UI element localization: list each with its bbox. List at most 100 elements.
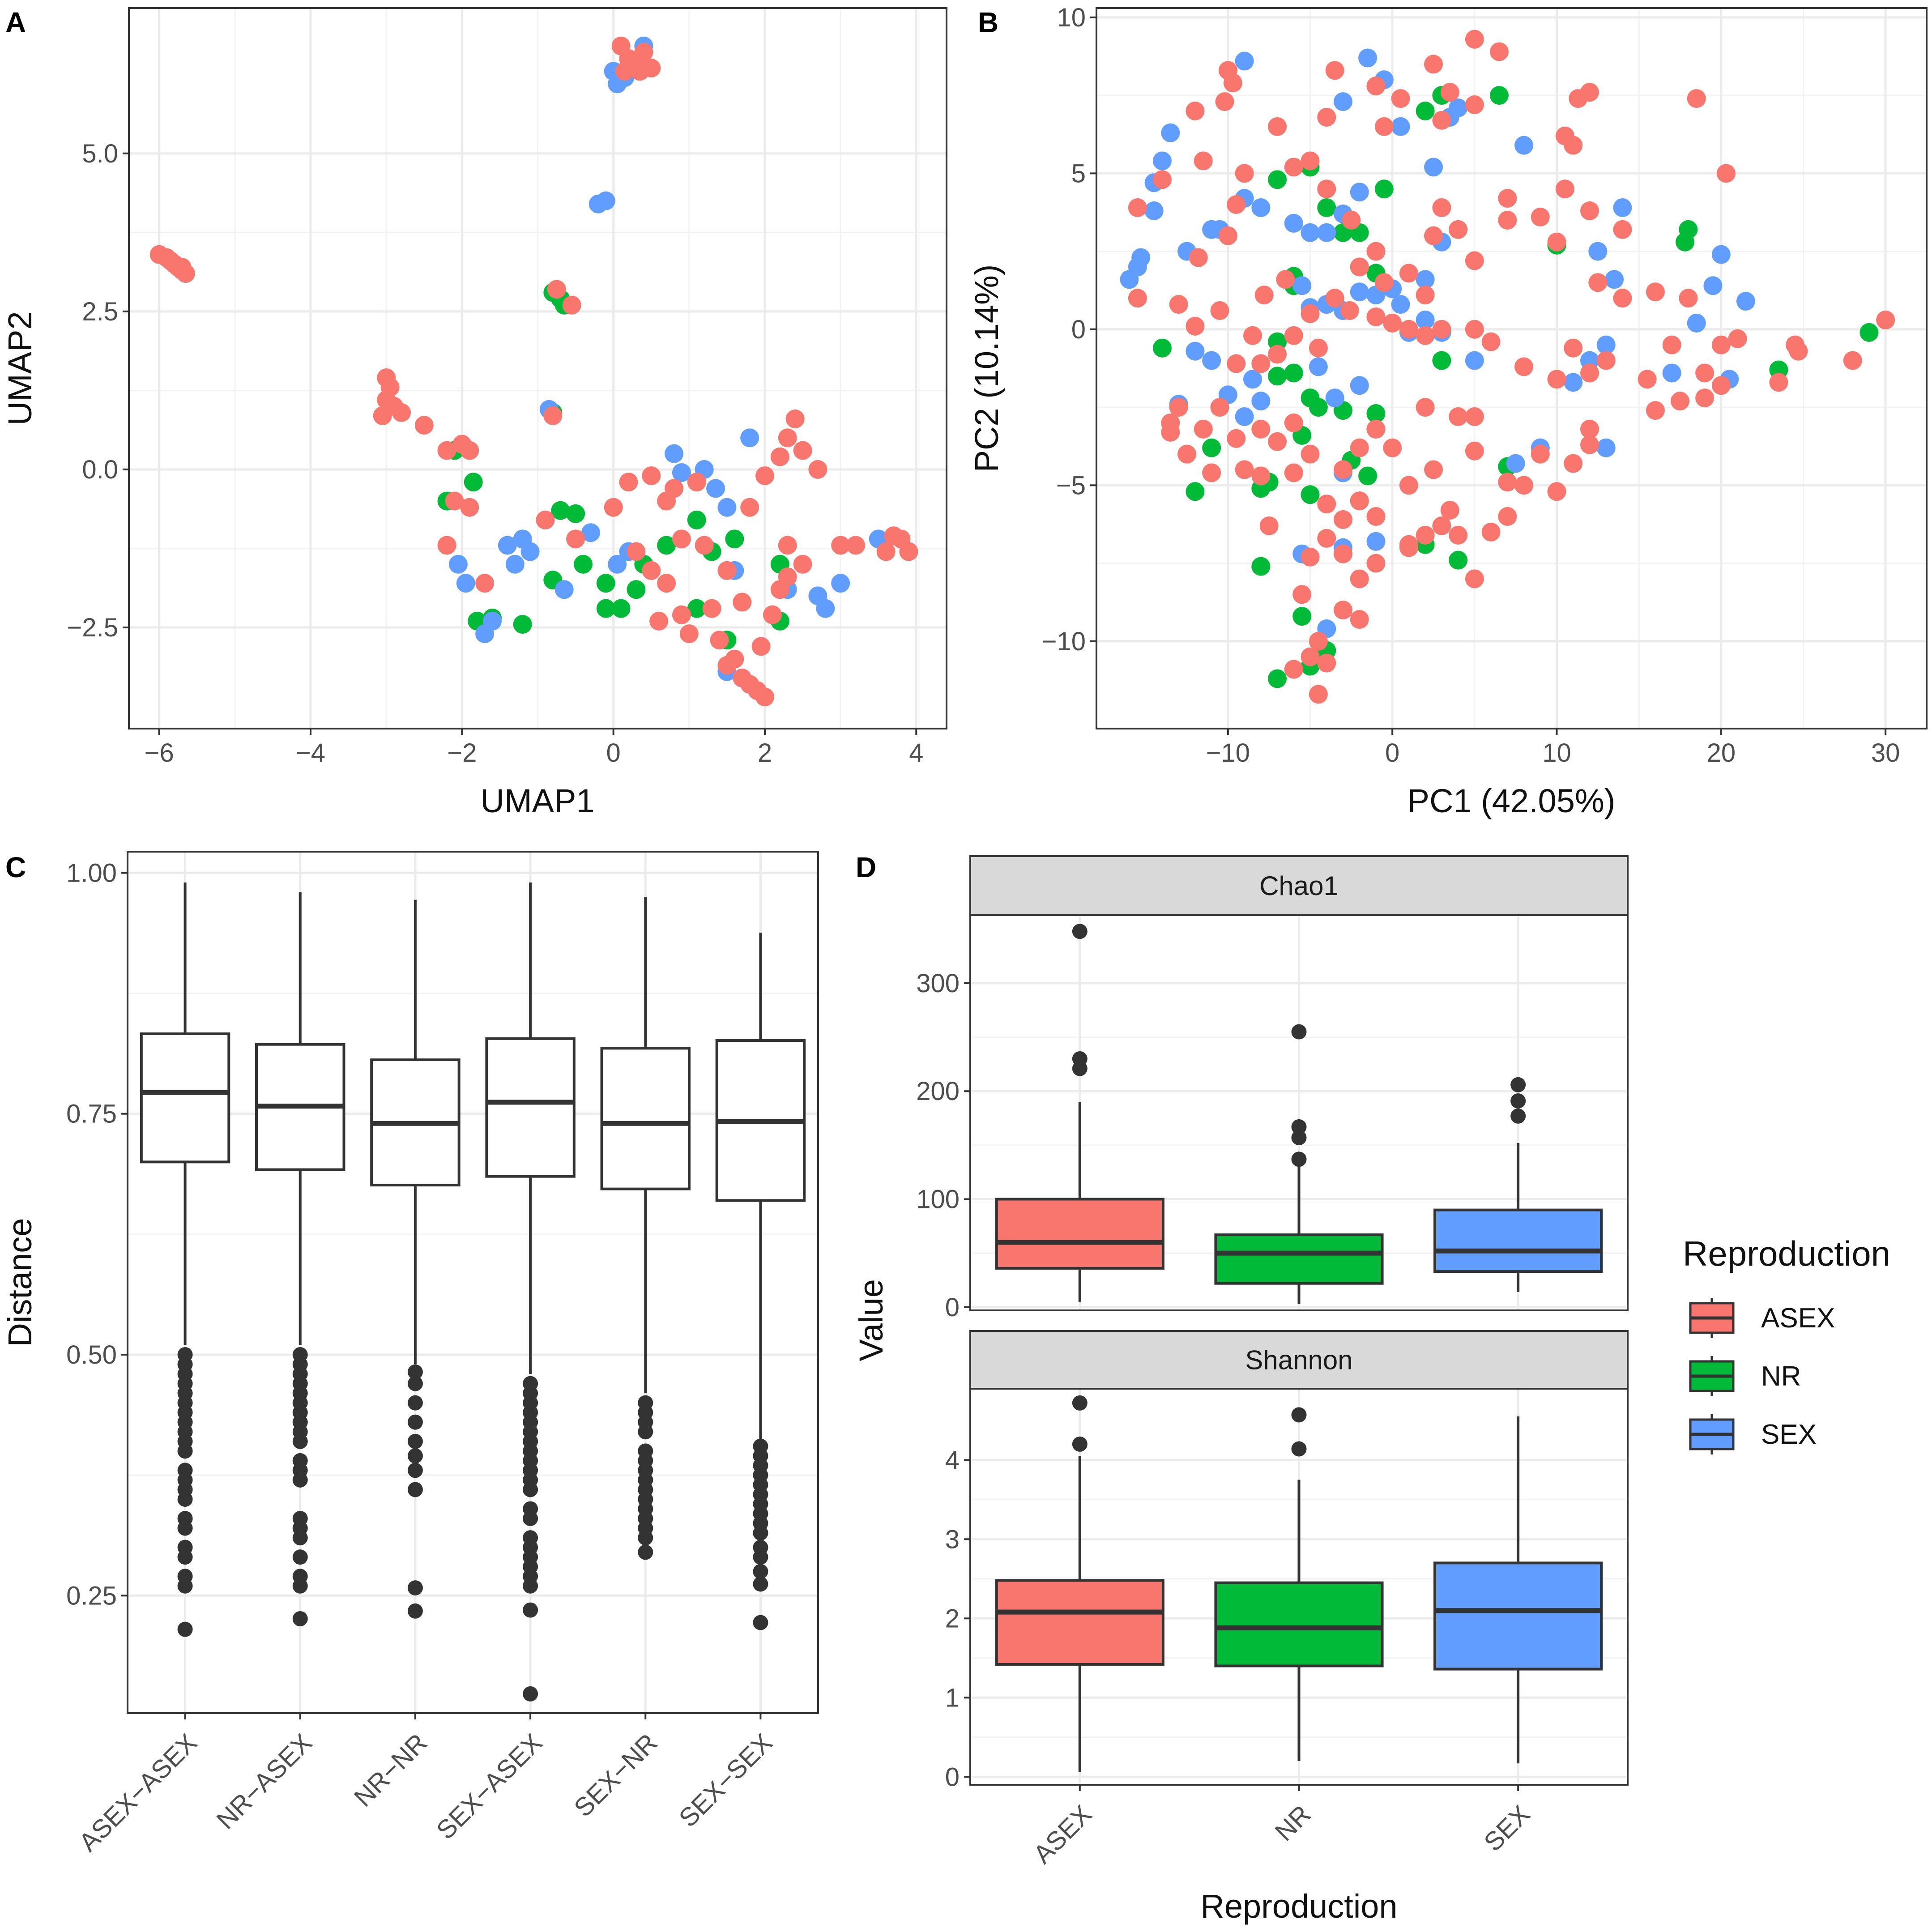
scatter-point-nr [1301,485,1320,504]
scatter-point-asex [1555,179,1574,199]
scatter-point-asex [1613,289,1632,308]
scatter-point-asex [1769,373,1788,392]
box-outlier [292,1433,308,1449]
box-outlier [177,1578,193,1594]
scatter-point-asex [1177,444,1197,464]
box-outlier [523,1686,538,1702]
x-tick-label: 0 [606,738,621,768]
y-tick-label: 4 [945,1446,960,1475]
scatter-point-sex [1186,341,1205,361]
scatter-point-asex [1514,357,1534,376]
scatter-point-asex [1498,210,1517,230]
scatter-point-asex [1325,61,1344,80]
scatter-point-nr [1268,669,1287,688]
box-outlier [753,1525,768,1541]
scatter-point-asex [1547,370,1566,389]
box-outlier [638,1424,653,1440]
scatter-point-nr [551,501,570,520]
box-outlier [753,1564,768,1579]
scatter-point-asex [1399,264,1418,283]
x-tick-label: ASEX−ASEX [73,1728,203,1857]
scatter-point-nr [596,574,615,593]
scatter-point-asex [1215,92,1234,111]
box-outlier [523,1578,538,1594]
scatter-point-asex [1317,653,1336,673]
scatter-point-asex [1152,170,1172,189]
scatter-point-asex [1301,304,1320,324]
scatter-point-nr [1152,338,1172,358]
scatter-point-nr [1301,388,1320,408]
scatter-point-asex [778,536,797,555]
y-tick-label: 10 [1057,3,1086,32]
scatter-point-asex [725,649,744,669]
scatter-point-nr [574,554,593,574]
scatter-point-asex [793,554,812,574]
facet-strip-label: Shannon [1245,1345,1352,1375]
scatter-point-asex [615,62,635,81]
box-outlier [177,1621,193,1637]
scatter-point-asex [1416,525,1435,545]
scatter-point-asex [1227,429,1246,448]
x-tick-label: −2 [447,738,477,768]
scatter-point-nr [566,504,585,523]
box-outlier [1072,1395,1088,1411]
scatter-point-asex [1498,507,1517,526]
panel-label: C [5,851,26,883]
scatter-point-sex [1506,454,1525,473]
scatter-point-asex [1169,398,1188,417]
y-tick-label: 300 [916,969,960,998]
scatter-point-nr [1284,363,1303,383]
scatter-point-asex [1268,432,1287,451]
scatter-point-asex [1465,407,1484,426]
scatter-point-sex [740,428,759,448]
scatter-point-asex [1514,476,1534,495]
scatter-point-asex [695,536,714,555]
scatter-point-asex [710,631,729,650]
box-iqr-nr [1214,1233,1384,1285]
box-outlier [753,1549,768,1565]
scatter-point-nr [1268,170,1287,189]
scatter-point-asex [1325,289,1344,308]
scatter-point-sex [1144,201,1164,221]
scatter-point-sex [1605,270,1624,289]
x-axis-title: Reproduction [1200,1888,1397,1925]
box-outlier [407,1414,423,1430]
scatter-point-sex [505,554,525,574]
scatter-point-sex [1317,223,1336,242]
scatter-point-sex [717,498,737,517]
scatter-point-asex [1317,107,1336,127]
scatter-point-asex [1350,257,1369,277]
box-outlier [407,1433,423,1449]
scatter-point-asex [1259,516,1279,535]
scatter-point-asex [1251,419,1271,439]
scatter-point-sex [831,574,850,593]
scatter-point-asex [1366,507,1386,526]
scatter-point-asex [1564,454,1583,473]
y-axis-title: PC2 (10.14%) [968,264,1005,473]
scatter-point-nr [1859,323,1879,342]
x-tick-label: 2 [758,738,772,768]
scatter-point-asex [1333,544,1352,563]
scatter-point-sex [1613,198,1632,218]
scatter-point-sex [672,463,691,482]
scatter-point-asex [1588,273,1608,292]
scatter-point-asex [785,409,805,428]
scatter-point-asex [1301,547,1320,567]
y-tick-label: 2.5 [82,297,118,326]
scatter-point-asex [876,542,896,561]
scatter-point-nr [596,599,615,618]
scatter-point-asex [1317,179,1336,199]
scatter-point-asex [1317,529,1336,548]
scatter-point-asex [1498,473,1517,492]
scatter-point-nr [513,614,532,634]
y-tick-label: −5 [1056,471,1086,500]
scatter-point-asex [1169,295,1188,314]
scatter-point-asex [649,611,669,631]
scatter-point-asex [1333,601,1352,620]
box-outlier [523,1511,538,1527]
scatter-point-asex [755,687,774,707]
scatter-point-sex [1703,276,1723,295]
scatter-point-sex [1564,373,1583,392]
scatter-point-asex [1374,273,1394,292]
scatter-point-asex [1424,460,1443,479]
